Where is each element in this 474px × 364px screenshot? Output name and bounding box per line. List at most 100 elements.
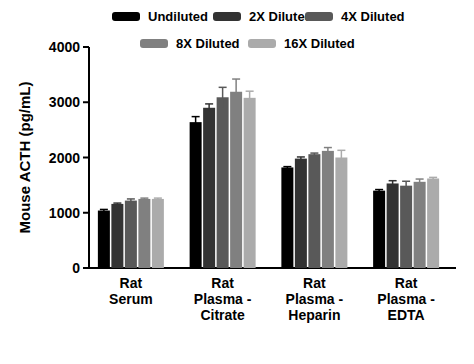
error-cap — [219, 87, 227, 89]
x-tick-label: RatPlasma -EDTA — [377, 275, 435, 323]
error-bar — [402, 181, 410, 190]
error-cap — [205, 103, 213, 105]
error-bar — [246, 91, 254, 104]
bar — [400, 186, 412, 268]
error-cap — [154, 197, 162, 199]
bar — [308, 154, 320, 268]
x-tick-line: EDTA — [388, 307, 425, 323]
error-bar — [375, 190, 383, 192]
legend-label: 2X Diluted — [249, 9, 313, 24]
bar — [373, 191, 385, 268]
x-tick-line: Plasma - — [286, 291, 344, 307]
error-cap — [337, 150, 345, 152]
y-tick — [83, 212, 89, 214]
error-bar — [310, 153, 318, 155]
error-cap — [297, 156, 305, 158]
legend-item: 2X Diluted — [213, 9, 313, 24]
error-bar — [192, 117, 200, 128]
y-tick-label: 1000 — [49, 205, 80, 221]
legend-item: 8X Diluted — [140, 36, 240, 51]
error-line — [341, 150, 343, 164]
error-bar — [297, 157, 305, 160]
error-bar — [324, 148, 332, 155]
bar — [322, 151, 334, 268]
x-tick-line: Rat — [211, 275, 234, 291]
bar — [111, 204, 123, 268]
error-bar — [337, 150, 345, 164]
x-tick-line: Heparin — [288, 307, 340, 323]
error-cap — [127, 198, 135, 200]
error-bar — [416, 179, 424, 185]
y-tick-label: 2000 — [49, 150, 80, 166]
error-cap — [416, 178, 424, 180]
error-cap — [232, 78, 240, 80]
error-cap — [375, 189, 383, 191]
bar — [138, 199, 150, 268]
x-tick-line: Serum — [109, 291, 153, 307]
error-line — [195, 117, 197, 128]
chart: 01000200030004000Mouse ACTH (pg/mL)RatSe… — [0, 0, 474, 364]
error-line — [419, 179, 421, 185]
error-line — [208, 104, 210, 112]
x-tick-line: Rat — [303, 275, 326, 291]
bar — [152, 199, 164, 268]
legend-swatch — [213, 12, 241, 21]
x-tick-line: Rat — [120, 275, 143, 291]
x-tick-label: RatPlasma -Citrate — [194, 275, 252, 323]
legend-swatch — [248, 39, 276, 48]
legend-label: 8X Diluted — [176, 36, 240, 51]
legend-item: 16X Diluted — [248, 36, 355, 51]
bar — [414, 182, 426, 268]
error-line — [235, 79, 237, 104]
x-tick-line: Citrate — [200, 307, 245, 323]
error-cap — [324, 147, 332, 149]
error-cap — [310, 152, 318, 154]
y-tick-label: 4000 — [49, 39, 80, 55]
legend-swatch — [112, 12, 140, 21]
bar — [281, 167, 293, 268]
y-tick-label: 0 — [72, 260, 80, 276]
x-tick-line: Rat — [395, 275, 418, 291]
error-bar — [140, 198, 148, 200]
bar — [203, 108, 215, 268]
error-line — [222, 87, 224, 107]
legend-swatch — [305, 12, 333, 21]
error-bar — [283, 167, 291, 169]
bar — [427, 178, 439, 268]
error-bar — [219, 87, 227, 107]
legend-item: Undiluted — [112, 9, 208, 24]
error-line — [327, 148, 329, 155]
error-bar — [389, 181, 397, 187]
error-cap — [140, 197, 148, 199]
bar — [295, 159, 307, 268]
error-cap — [113, 202, 121, 204]
error-bar — [429, 177, 437, 179]
error-bar — [100, 209, 108, 211]
x-tick-label: RatSerum — [109, 275, 153, 307]
bar — [387, 183, 399, 268]
x-tick-line: Plasma - — [194, 291, 252, 307]
error-line — [392, 181, 394, 187]
bar — [125, 201, 137, 268]
error-line — [405, 181, 407, 190]
error-bar — [113, 203, 121, 205]
error-cap — [429, 177, 437, 179]
error-bar — [154, 198, 162, 200]
y-tick — [83, 46, 89, 48]
error-cap — [402, 181, 410, 183]
error-cap — [100, 209, 108, 211]
error-bar — [205, 104, 213, 112]
bar — [335, 158, 347, 269]
legend-label: Undiluted — [148, 9, 208, 24]
error-cap — [192, 116, 200, 118]
legend-label: 4X Diluted — [341, 9, 405, 24]
error-bar — [127, 199, 135, 202]
bar — [190, 122, 202, 268]
bar — [244, 98, 256, 268]
error-cap — [246, 90, 254, 92]
x-tick-label: RatPlasma -Heparin — [286, 275, 344, 323]
error-cap — [283, 166, 291, 168]
y-axis-title: Mouse ACTH (pg/mL) — [16, 82, 33, 234]
error-bar — [232, 79, 240, 104]
x-tick-line: Plasma - — [377, 291, 435, 307]
